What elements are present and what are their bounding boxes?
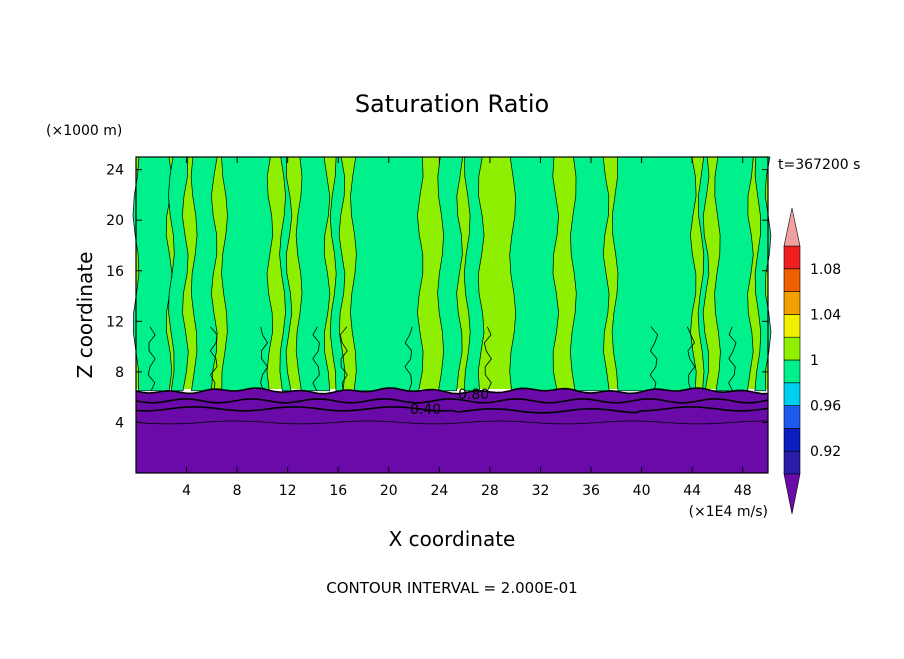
contour-interval-footer: CONTOUR INTERVAL = 2.000E-01 [326,579,577,597]
time-label: t=367200 s [778,157,860,173]
x-tick-label: 36 [582,483,600,499]
y-axis: 4 8 12 16 20 24 [106,163,768,431]
x-tick-label: 4 [182,483,191,499]
lower-contours-secondary [135,420,768,425]
x-tick-label: 12 [279,483,297,499]
y-tick-label: 12 [106,314,124,330]
green-band [132,156,173,392]
x-tick-label: 16 [329,483,347,499]
colorbar-label: 0.92 [810,444,841,460]
plume-contour [686,326,696,391]
dry-layer [136,387,768,473]
y-tick-label: 20 [106,213,124,229]
colorbar-box [783,405,801,429]
green-band [295,156,331,392]
green-bands [132,156,772,392]
colorbar-box [783,382,801,406]
plot-frame [135,156,769,474]
x-tick-label: 8 [233,483,242,499]
contour-label-040: 0.40 [410,402,441,418]
plume-contour [312,326,320,392]
contour-lines [147,326,737,392]
green-band [754,156,772,392]
colorbar-box [783,336,801,361]
x-tick-label: 32 [532,483,550,499]
x-unit-label: (×1E4 m/s) [689,504,768,520]
colorbar-box [783,268,801,292]
plume-contour [260,326,269,391]
contour-label-080: 0.80 [458,387,489,403]
plume-contour [404,326,413,391]
x-tick-label: 20 [380,483,398,499]
colorbar: 0.92 0.96 1 1.04 1.08 [783,207,841,515]
colorbar-label: 1.04 [810,307,841,323]
green-band [509,156,559,392]
lower-contours [135,387,769,414]
plume-contour [339,326,348,391]
plume-contour [728,326,737,392]
green-band [221,156,274,392]
colorbar-box [783,291,801,315]
x-axis: 4 8 12 16 20 24 28 32 36 40 44 48 [182,157,752,499]
plume-contour [209,326,218,391]
y-tick-label: 16 [106,264,124,280]
green-band [437,156,463,392]
x-tick-label: 24 [430,483,448,499]
colorbar-box [783,428,801,452]
chart-title: Saturation Ratio [355,90,549,118]
green-band [350,156,424,392]
colorbar-label: 0.96 [810,399,841,415]
plot-area: 0.40 0.80 [132,156,772,474]
plume-contour [147,326,156,392]
green-band [168,156,189,392]
x-tick-label: 28 [481,483,499,499]
y-tick-label: 4 [115,415,124,431]
plume-contour [649,326,659,391]
green-band [714,156,754,392]
colorbar-box [783,245,801,270]
y-tick-label: 8 [115,365,124,381]
colorbar-box [783,450,801,475]
y-tick-label: 24 [106,163,124,179]
colorbar-label: 1 [810,353,819,369]
y-unit-label: (×1000 m) [46,123,122,139]
x-tick-label: 44 [683,483,701,499]
x-tick-label: 40 [633,483,651,499]
colorbar-bottom-triangle [783,473,801,515]
green-band [569,156,610,392]
x-tick-label: 48 [734,483,752,499]
colorbar-box [783,314,801,338]
x-axis-title: X coordinate [389,527,516,551]
y-axis-title: Z coordinate [73,252,97,379]
colorbar-label: 1.08 [810,262,841,278]
plume-contour [483,326,492,392]
green-band [279,156,293,392]
colorbar-top-triangle [783,207,801,247]
colorbar-box [783,359,801,384]
